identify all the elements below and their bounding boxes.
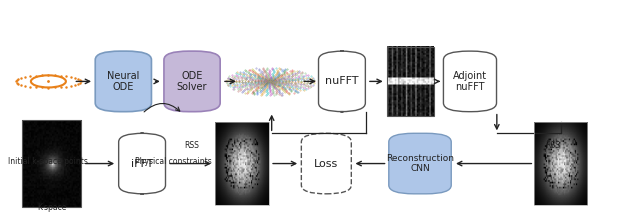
Text: Reconstruction
CNN: Reconstruction CNN [386,154,454,173]
Text: RSS: RSS [184,141,199,150]
Text: Loss: Loss [314,159,339,169]
Text: iFFT: iFFT [131,159,153,169]
Bar [216,122,269,205]
Text: Adjoint
nuFFT: Adjoint nuFFT [453,71,487,92]
FancyBboxPatch shape [444,51,497,112]
FancyBboxPatch shape [95,51,152,112]
Bar [22,120,81,207]
Bar [387,47,434,116]
Text: Neural
ODE: Neural ODE [107,71,140,92]
FancyBboxPatch shape [164,51,220,112]
Text: ODE
Solver: ODE Solver [177,71,207,92]
FancyBboxPatch shape [118,133,166,194]
Text: nuFFT: nuFFT [325,76,358,86]
Text: K-space: K-space [37,203,66,212]
Text: Initial k-space points: Initial k-space points [8,157,88,166]
Text: Physical constraints: Physical constraints [135,157,212,166]
FancyBboxPatch shape [319,51,365,112]
FancyBboxPatch shape [388,133,451,194]
FancyBboxPatch shape [301,133,351,194]
Bar [534,122,587,205]
Text: RSS: RSS [545,141,560,150]
